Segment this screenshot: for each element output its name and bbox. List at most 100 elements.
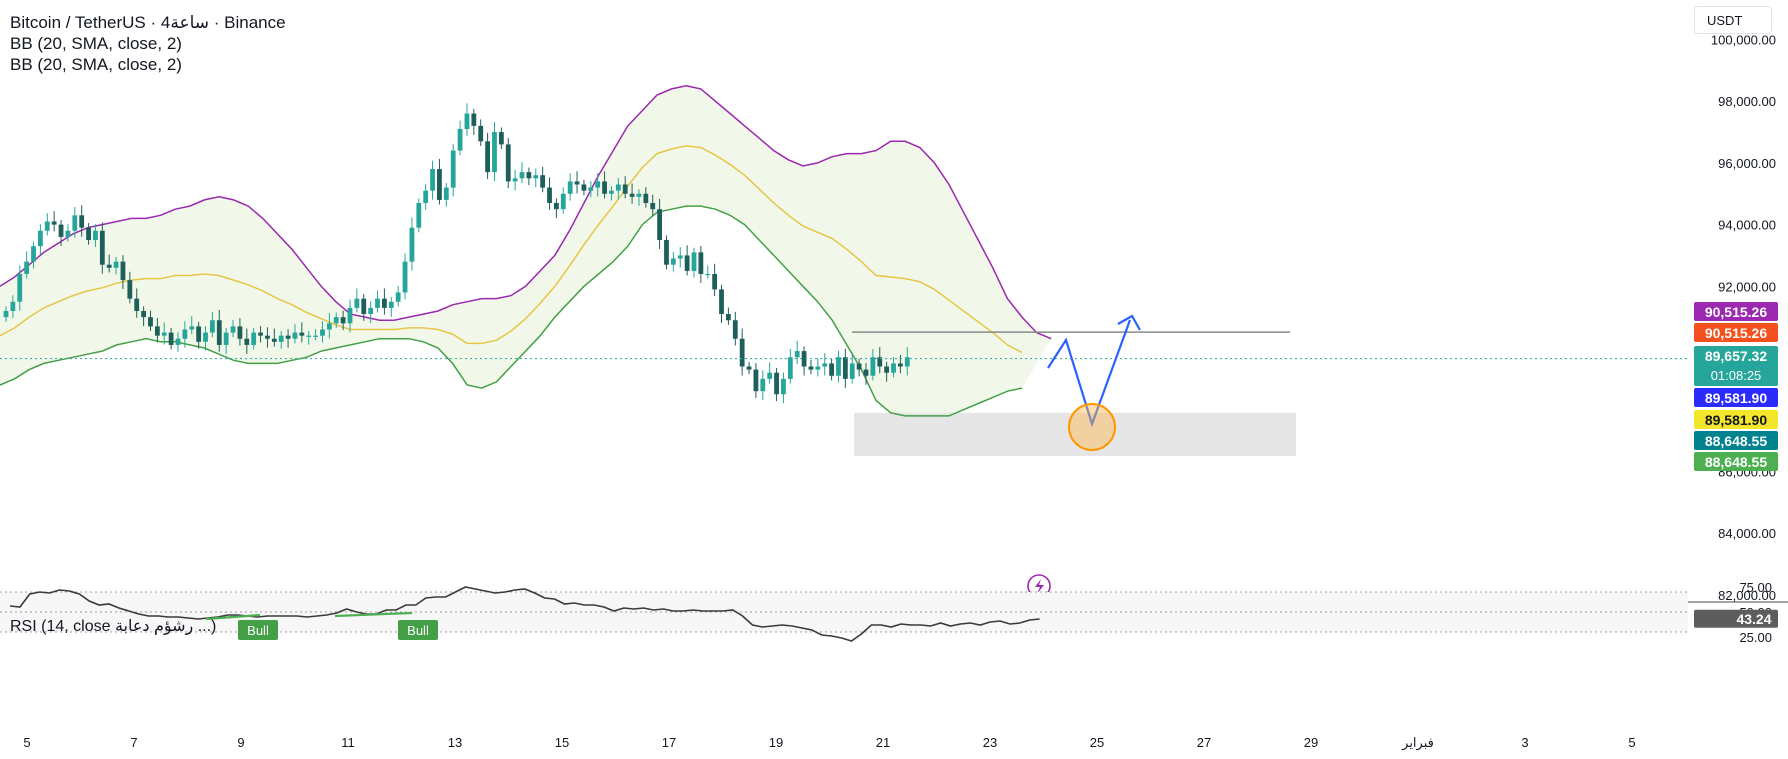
candle	[595, 181, 601, 188]
candle	[884, 366, 890, 373]
candle	[560, 193, 566, 210]
candle	[113, 261, 119, 268]
candle	[891, 363, 896, 373]
candle	[17, 273, 23, 302]
candle	[258, 332, 263, 336]
candle	[636, 193, 642, 197]
rsi-tick: 75.00	[1739, 580, 1772, 595]
candle	[856, 363, 862, 370]
candle	[615, 184, 621, 191]
candle	[395, 292, 401, 302]
candle	[237, 326, 243, 339]
candle	[223, 332, 229, 345]
price-label	[1694, 452, 1778, 471]
price-label-text: 90,515.26	[1705, 304, 1767, 320]
price-tick: 100,000.00	[1711, 33, 1776, 48]
candle	[265, 335, 270, 339]
candle	[251, 332, 257, 345]
bull-divergence-line	[205, 613, 261, 621]
time-tick: 11	[341, 735, 355, 750]
candle	[684, 255, 690, 271]
candle	[230, 326, 236, 333]
candle	[698, 252, 704, 274]
candle	[168, 332, 174, 345]
candle	[609, 190, 614, 194]
candle	[31, 246, 36, 262]
time-tick: 3	[1521, 735, 1528, 750]
candle	[842, 357, 848, 379]
candle	[51, 221, 57, 225]
candle	[533, 175, 539, 179]
price-label	[1694, 388, 1778, 407]
candle	[278, 335, 284, 342]
price-label	[1694, 431, 1778, 450]
candle	[416, 203, 422, 228]
candle	[554, 203, 559, 210]
candle	[505, 144, 511, 182]
price-tick: 94,000.00	[1718, 218, 1776, 233]
bb-indicator-1[interactable]: BB (20, SMA, close, 2)	[10, 34, 182, 53]
candle	[333, 317, 339, 324]
symbol-title[interactable]: Bitcoin / TetherUS · 4ساعة · Binance	[10, 13, 286, 32]
candle	[93, 230, 98, 241]
bull-divergence-line	[334, 611, 413, 618]
candle	[120, 261, 126, 281]
candle	[650, 203, 656, 210]
candle	[836, 357, 841, 376]
price-tick: 84,000.00	[1718, 526, 1776, 541]
candle	[705, 273, 711, 276]
time-tick: 25	[1090, 735, 1104, 750]
candle	[643, 193, 649, 204]
candle	[753, 369, 759, 392]
rsi-title[interactable]: RSI (14, close رشؤم دعابة ...)	[10, 618, 217, 635]
candle	[368, 307, 374, 315]
price-tick: 92,000.00	[1718, 279, 1776, 294]
time-tick: 15	[555, 735, 569, 750]
countdown-text: 01:08:25	[1711, 368, 1762, 383]
candle	[767, 372, 773, 379]
candle	[347, 307, 353, 324]
time-tick: 19	[769, 735, 783, 750]
bb-upper-line	[0, 85, 1052, 340]
candle	[292, 332, 298, 339]
candle	[877, 357, 883, 367]
candle	[437, 169, 442, 200]
time-tick: 29	[1304, 735, 1318, 750]
candle	[44, 221, 50, 231]
candle	[808, 366, 814, 370]
candle	[154, 326, 160, 336]
candle	[285, 335, 291, 339]
rsi-tick: 25.00	[1739, 630, 1772, 645]
candle	[430, 169, 435, 191]
bull-label	[398, 620, 438, 640]
projection-arrowhead	[1117, 314, 1141, 331]
candle	[457, 128, 463, 151]
support-zone	[854, 412, 1296, 456]
candle	[719, 289, 724, 315]
candle	[746, 366, 752, 370]
target-circle	[1068, 403, 1116, 451]
time-tick: 21	[876, 735, 890, 750]
candle	[210, 320, 215, 333]
price-label-text: 88,648.55	[1705, 454, 1767, 470]
candle	[10, 301, 16, 311]
candle	[829, 363, 834, 376]
candle	[99, 230, 105, 265]
candle	[175, 338, 181, 345]
candle	[244, 338, 250, 345]
candle	[492, 132, 497, 173]
candle	[58, 224, 64, 237]
time-tick: 17	[662, 735, 676, 750]
rsi-line	[9, 586, 1040, 642]
bb-indicator-2[interactable]: BB (20, SMA, close, 2)	[10, 55, 182, 74]
price-tick: 82,000.00	[1718, 588, 1776, 603]
candle	[182, 329, 188, 339]
price-tick: 98,000.00	[1718, 94, 1776, 109]
candle	[450, 150, 456, 188]
candle	[588, 187, 594, 191]
currency-button[interactable]: USDT	[1694, 6, 1772, 34]
price-label	[1694, 410, 1778, 429]
time-tick: 7	[130, 735, 137, 750]
candle	[271, 338, 277, 342]
